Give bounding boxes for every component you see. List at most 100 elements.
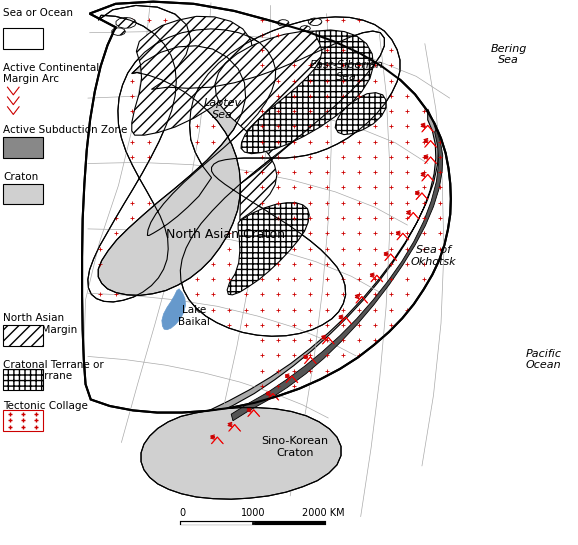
Point: [209, 275, 218, 283]
Point: [306, 76, 315, 85]
Text: Sea of
Okhotsk: Sea of Okhotsk: [411, 245, 456, 267]
Point: [354, 229, 364, 238]
Point: [354, 351, 364, 360]
Polygon shape: [88, 5, 400, 336]
Point: [322, 61, 331, 70]
Point: [403, 290, 412, 299]
Point: [322, 168, 331, 177]
Point: [338, 46, 347, 54]
Point: [290, 61, 299, 70]
Point: [273, 275, 283, 283]
Point: [403, 107, 412, 116]
Point: [322, 275, 331, 283]
Point: [387, 259, 396, 268]
Bar: [3, 325, 43, 346]
Text: North Asian Craton: North Asian Craton: [166, 228, 285, 241]
Polygon shape: [141, 408, 341, 499]
Bar: [3, 184, 43, 204]
Point: [112, 214, 121, 222]
Polygon shape: [335, 93, 386, 135]
Point: [338, 351, 347, 360]
Point: [387, 290, 396, 299]
Point: [128, 76, 137, 85]
Bar: [3, 28, 43, 49]
Bar: [3, 369, 43, 390]
Point: [290, 107, 299, 116]
Point: [403, 122, 412, 131]
Point: [306, 107, 315, 116]
Point: [370, 183, 380, 192]
Point: [290, 351, 299, 360]
Point: [128, 107, 137, 116]
Point: [387, 183, 396, 192]
Point: [387, 168, 396, 177]
Text: East-Siberian
Sea: East-Siberian Sea: [310, 60, 384, 82]
Point: [306, 214, 315, 222]
Point: [403, 229, 412, 238]
Point: [257, 275, 266, 283]
Point: [354, 275, 364, 283]
Text: Sino-Korean
Craton: Sino-Korean Craton: [261, 436, 328, 458]
Point: [192, 290, 202, 299]
Point: [128, 15, 137, 24]
Point: [338, 275, 347, 283]
Polygon shape: [241, 30, 373, 154]
Point: [370, 198, 380, 207]
Point: [338, 336, 347, 344]
Point: [257, 336, 266, 344]
Point: [306, 61, 315, 70]
Point: [273, 290, 283, 299]
Point: [322, 351, 331, 360]
Text: Active Subduction Zone: Active Subduction Zone: [3, 125, 127, 135]
Point: [290, 214, 299, 222]
Point: [370, 259, 380, 268]
Point: [273, 168, 283, 177]
Point: [257, 305, 266, 314]
Point: [322, 366, 331, 375]
Point: [354, 15, 364, 24]
Point: [387, 76, 396, 85]
Point: [225, 275, 234, 283]
Point: [241, 305, 250, 314]
Point: [419, 214, 428, 222]
Text: 1000: 1000: [241, 508, 265, 518]
Point: [95, 244, 105, 253]
Point: [403, 244, 412, 253]
Point: [435, 214, 444, 222]
Point: [338, 244, 347, 253]
Point: [419, 137, 428, 146]
Point: [306, 366, 315, 375]
Point: [257, 31, 266, 39]
Polygon shape: [215, 31, 350, 220]
Point: [338, 61, 347, 70]
Point: [257, 15, 266, 24]
Text: Pacific
Ocean: Pacific Ocean: [525, 349, 561, 371]
Bar: [3, 137, 43, 158]
Point: [338, 168, 347, 177]
Point: [273, 153, 283, 161]
Point: [273, 76, 283, 85]
Point: [322, 320, 331, 329]
Point: [338, 183, 347, 192]
Point: [435, 153, 444, 161]
Point: [403, 259, 412, 268]
Point: [387, 275, 396, 283]
Point: [403, 92, 412, 100]
Point: [354, 76, 364, 85]
Polygon shape: [300, 26, 310, 31]
Point: [306, 290, 315, 299]
Polygon shape: [231, 130, 443, 421]
Point: [370, 305, 380, 314]
Point: [387, 122, 396, 131]
Point: [338, 76, 347, 85]
Point: [370, 229, 380, 238]
Point: [354, 336, 364, 344]
Point: [306, 259, 315, 268]
Point: [322, 305, 331, 314]
Point: [419, 198, 428, 207]
Point: [354, 198, 364, 207]
Point: [112, 229, 121, 238]
Point: [257, 290, 266, 299]
Point: [128, 153, 137, 161]
Point: [322, 290, 331, 299]
